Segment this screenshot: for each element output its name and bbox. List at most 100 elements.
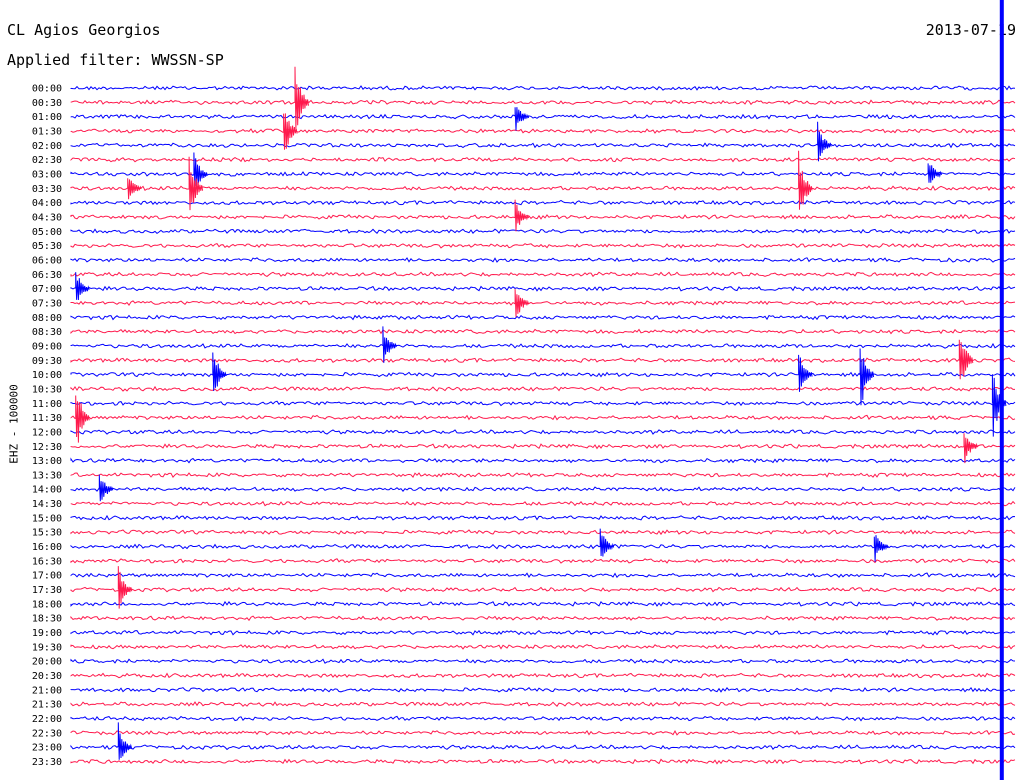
row-label: 04:00: [32, 198, 62, 209]
row-label: 08:30: [32, 327, 62, 338]
trace-line: [70, 400, 1016, 407]
trace-line: [70, 586, 1016, 593]
trace-line: [70, 643, 1016, 650]
event-burst: [599, 528, 615, 557]
trace-line: [70, 156, 1016, 163]
trace-line: [70, 543, 1016, 550]
event-burst: [382, 326, 397, 363]
row-label: 21:30: [32, 700, 62, 711]
station-title: CL Agios Georgios: [7, 21, 161, 39]
trace-line: [70, 758, 1016, 765]
row-label: 19:00: [32, 628, 62, 639]
trace-line: [70, 199, 1016, 206]
trace-line: [70, 385, 1015, 392]
row-label: 10:30: [32, 384, 62, 395]
event-burst: [958, 339, 974, 380]
event-burst: [927, 163, 943, 183]
event-burst: [188, 156, 204, 211]
event-burst: [75, 395, 90, 443]
event-burst: [212, 352, 227, 392]
trace-line: [70, 615, 1016, 622]
events: [75, 66, 1007, 760]
trace-line: [70, 730, 1016, 736]
row-label: 21:00: [32, 685, 62, 696]
event-burst: [294, 66, 309, 129]
trace-line: [70, 443, 1016, 450]
trace-line: [70, 686, 1015, 693]
clipped-signal-band: [999, 0, 1004, 780]
event-burst: [117, 722, 133, 760]
event-burst: [514, 289, 530, 317]
trace-line: [70, 85, 1016, 91]
row-label: 13:30: [32, 470, 62, 481]
trace-line: [70, 285, 1016, 292]
row-label: 09:00: [32, 341, 62, 352]
row-label: 22:00: [32, 714, 62, 725]
row-label: 09:30: [32, 356, 62, 367]
trace-line: [70, 314, 1016, 321]
event-burst: [127, 178, 142, 200]
trace-line: [70, 572, 1016, 579]
event-burst: [991, 374, 1007, 437]
trace-line: [70, 113, 1016, 120]
row-label: 03:30: [32, 184, 62, 195]
row-label: 20:30: [32, 671, 62, 682]
trace-line: [70, 558, 1016, 564]
row-label: 11:00: [32, 399, 62, 410]
traces: [70, 85, 1016, 765]
event-burst: [798, 150, 813, 210]
trace-line: [70, 701, 1016, 707]
row-label: 10:00: [32, 370, 62, 381]
row-label: 08:00: [32, 313, 62, 324]
row-label: 12:00: [32, 427, 62, 438]
trace-line: [70, 228, 1016, 235]
trace-line: [70, 457, 1016, 464]
trace-line: [70, 529, 1016, 536]
event-burst: [283, 113, 298, 150]
row-label: 12:30: [32, 442, 62, 453]
trace-line: [70, 213, 1016, 220]
row-label: 14:30: [32, 499, 62, 510]
trace-line: [70, 414, 1016, 421]
trace-line: [70, 600, 1016, 607]
row-label: 17:30: [32, 585, 62, 596]
row-label: 06:00: [32, 255, 62, 266]
trace-line: [70, 271, 1016, 278]
event-burst: [514, 199, 530, 232]
row-label: 16:00: [32, 542, 62, 553]
trace-line: [70, 715, 1016, 722]
row-label: 11:30: [32, 413, 62, 424]
trace-line: [70, 371, 1016, 378]
row-label: 02:00: [32, 141, 62, 152]
event-burst: [798, 354, 813, 392]
event-burst: [817, 121, 832, 162]
trace-line: [70, 242, 1016, 249]
trace-line: [70, 99, 1016, 106]
row-label: 05:30: [32, 241, 62, 252]
trace-line: [70, 300, 1016, 306]
trace-line: [70, 629, 1016, 636]
row-label: 06:30: [32, 270, 62, 281]
row-label: 17:00: [32, 571, 62, 582]
event-burst: [98, 474, 114, 502]
trace-line: [70, 500, 1016, 507]
filter-label: Applied filter: WWSSN-SP: [7, 51, 224, 69]
row-label: 22:30: [32, 728, 62, 739]
trace-line: [70, 257, 1016, 263]
event-burst: [117, 566, 133, 609]
trace-line: [70, 429, 1016, 435]
row-label: 07:00: [32, 284, 62, 295]
row-label: 00:30: [32, 98, 62, 109]
row-label: 02:30: [32, 155, 62, 166]
row-label: 04:30: [32, 212, 62, 223]
row-label: 03:00: [32, 169, 62, 180]
row-label: 00:00: [32, 84, 62, 95]
trace-line: [70, 357, 1016, 364]
row-label: 07:30: [32, 298, 62, 309]
row-labels: 00:00 00:30 01:00 01:30 02:00 02:30 03:00 03:30…: [32, 84, 62, 769]
event-burst: [873, 535, 889, 562]
trace-line: [70, 128, 1016, 134]
trace-line: [70, 185, 1016, 192]
trace-line: [70, 514, 1016, 521]
